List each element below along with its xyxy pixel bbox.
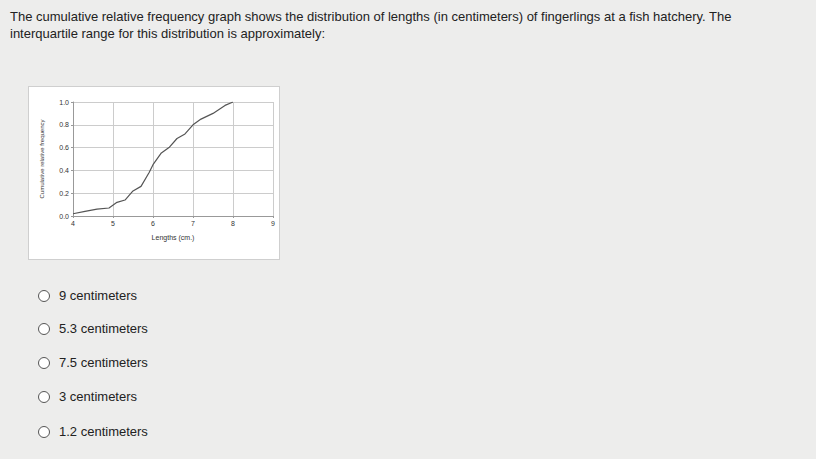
svg-text:5: 5 <box>111 220 115 227</box>
svg-text:0.8: 0.8 <box>59 121 69 128</box>
svg-text:1.0: 1.0 <box>59 99 69 106</box>
svg-text:6: 6 <box>151 220 155 227</box>
html-text:3 centimeters: 3 centimeters <box>59 389 137 404</box>
svg-text:8: 8 <box>231 220 235 227</box>
html-text:interquartile range for this d: interquartile range for this distributio… <box>10 26 325 41</box>
svg-text:Cumulative relative frequency: Cumulative relative frequency <box>39 119 45 198</box>
svg-text:0.2: 0.2 <box>59 190 69 197</box>
html-text:The cumulative relative freque: The cumulative relative frequency graph … <box>10 9 732 24</box>
svg-text:0.6: 0.6 <box>59 144 69 151</box>
svg-text:Lengths (cm.): Lengths (cm.) <box>152 234 195 242</box>
html-text:1.2 centimeters: 1.2 centimeters <box>59 424 148 439</box>
html-text:7.5 centimeters: 7.5 centimeters <box>59 355 148 370</box>
svg-text:0.0: 0.0 <box>59 213 69 220</box>
html-text:5.3 centimeters: 5.3 centimeters <box>59 321 148 336</box>
html-text:9 centimeters: 9 centimeters <box>59 288 137 303</box>
svg-text:0.4: 0.4 <box>59 167 69 174</box>
svg-text:9: 9 <box>271 220 275 227</box>
svg-text:7: 7 <box>191 220 195 227</box>
svg-text:4: 4 <box>71 220 75 227</box>
